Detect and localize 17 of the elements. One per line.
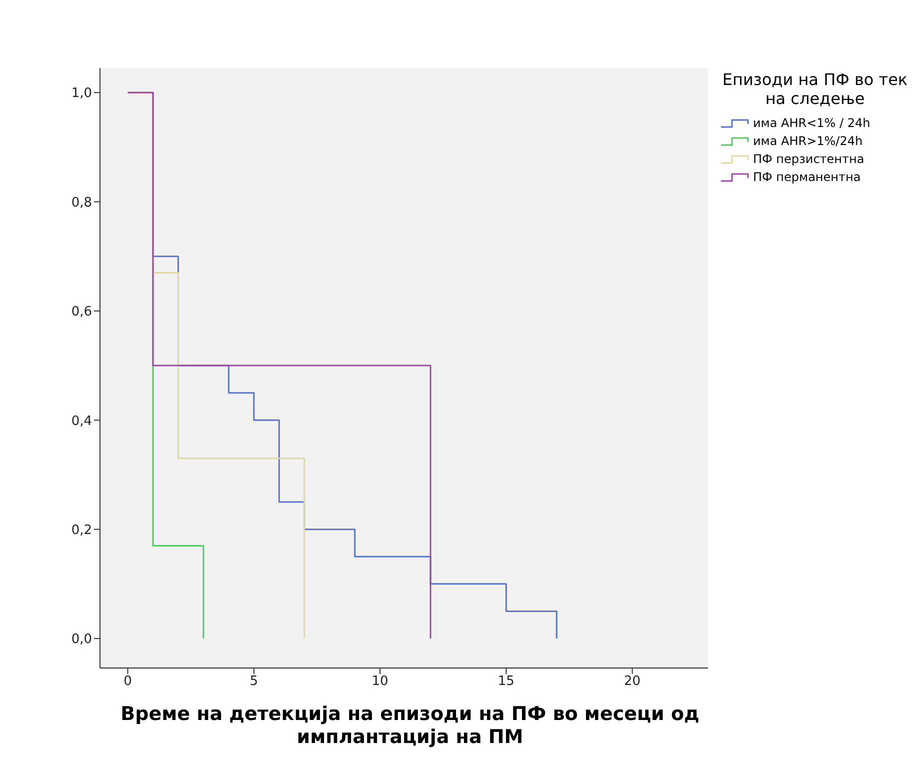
y-tick-label: 0,0: [71, 632, 92, 648]
x-axis-title: Време на детекција на епизоди на ПФ во месеци од имплантација на ПМ: [120, 703, 700, 749]
legend-label: има AHR<1% / 24h: [753, 116, 870, 130]
legend-label: ПФ перманентна: [753, 170, 861, 184]
legend-title: Епизоди на ПФ во тек на следење: [721, 70, 909, 108]
legend-label: има AHR>1%/24h: [753, 134, 863, 148]
y-tick-label: 0,8: [71, 195, 92, 210]
x-tick-label: 20: [624, 674, 641, 690]
x-tick-label: 5: [250, 674, 258, 690]
y-tick-label: 0,4: [71, 414, 92, 429]
y-tick-label: 0,6: [71, 304, 92, 320]
x-tick-label: 10: [372, 674, 388, 690]
y-tick-label: 1,0: [71, 86, 92, 102]
y-tick-label: 0,2: [71, 522, 92, 538]
x-tick-label: 15: [498, 674, 514, 690]
x-tick-label: 0: [124, 674, 132, 690]
legend-label: ПФ перзистентна: [753, 152, 864, 166]
